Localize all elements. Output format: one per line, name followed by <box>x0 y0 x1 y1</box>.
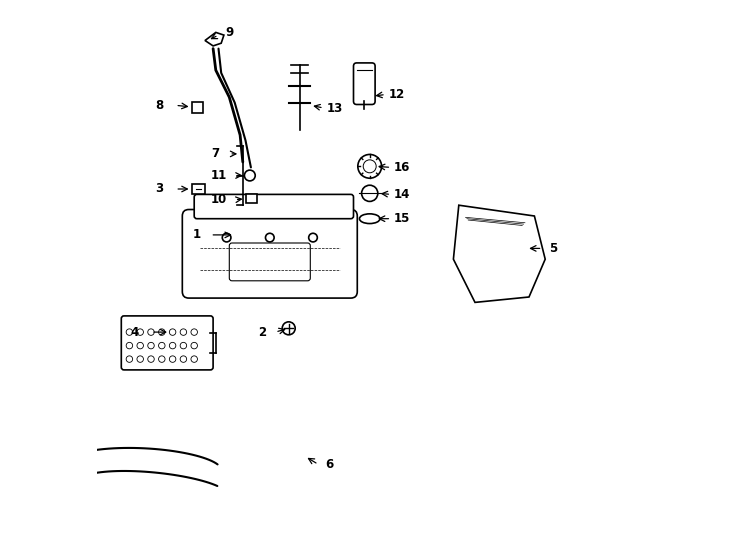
Text: 2: 2 <box>258 326 266 339</box>
Text: 10: 10 <box>211 193 227 206</box>
FancyBboxPatch shape <box>195 194 354 219</box>
Bar <box>245 194 258 203</box>
Text: 8: 8 <box>155 99 163 112</box>
FancyBboxPatch shape <box>229 243 310 281</box>
Text: 4: 4 <box>131 326 139 339</box>
Bar <box>192 184 205 194</box>
Text: 12: 12 <box>388 88 405 101</box>
Text: 15: 15 <box>394 212 410 225</box>
Text: 1: 1 <box>193 228 201 241</box>
FancyBboxPatch shape <box>354 63 375 105</box>
Bar <box>192 102 203 113</box>
Text: 7: 7 <box>211 147 220 160</box>
Text: 16: 16 <box>394 161 410 174</box>
FancyBboxPatch shape <box>182 210 357 298</box>
Text: 6: 6 <box>325 458 333 471</box>
Text: 11: 11 <box>211 169 227 182</box>
FancyBboxPatch shape <box>121 316 213 370</box>
Text: 9: 9 <box>225 26 233 39</box>
Polygon shape <box>205 32 224 46</box>
Text: 3: 3 <box>155 183 163 195</box>
Ellipse shape <box>360 214 380 224</box>
Polygon shape <box>454 205 545 302</box>
Text: 14: 14 <box>394 188 410 201</box>
Text: 5: 5 <box>549 242 557 255</box>
Text: 13: 13 <box>327 102 343 114</box>
